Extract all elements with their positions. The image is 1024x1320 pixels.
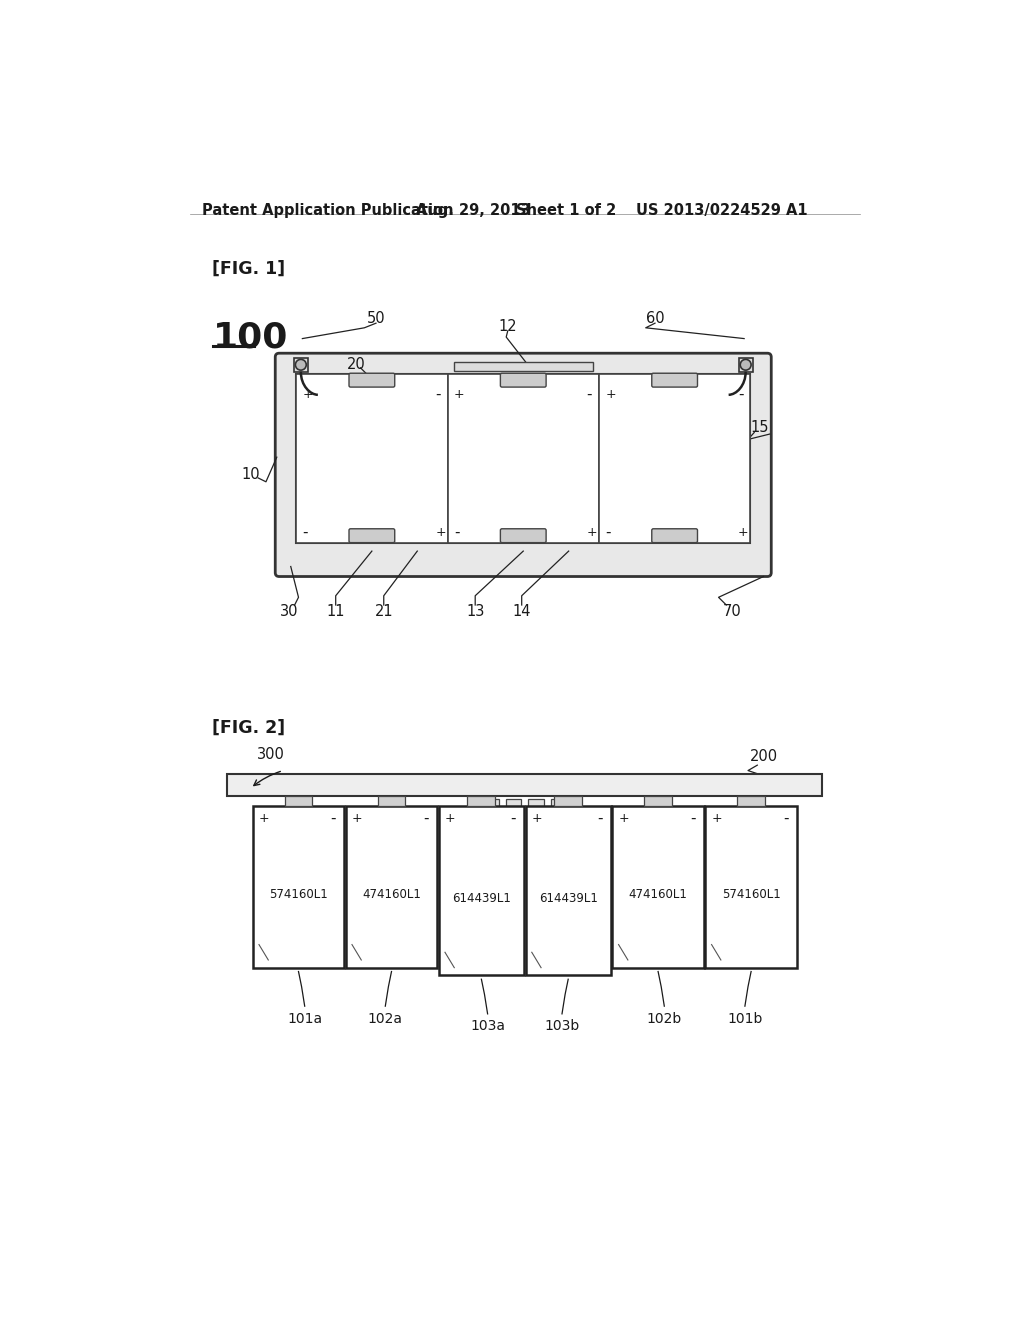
Text: -: - [605, 525, 610, 540]
FancyBboxPatch shape [501, 529, 546, 543]
Text: -: - [423, 810, 429, 826]
Bar [467, 796, 496, 807]
Bar [644, 796, 672, 807]
Text: +: + [531, 812, 543, 825]
Bar [253, 807, 344, 968]
Text: 11: 11 [327, 603, 345, 619]
Text: 474160L1: 474160L1 [362, 888, 421, 902]
Bar [447, 374, 599, 544]
Text: 200: 200 [750, 748, 777, 763]
Bar [599, 374, 751, 544]
Text: 15: 15 [751, 420, 769, 436]
Circle shape [295, 359, 306, 370]
Text: -: - [454, 525, 459, 540]
Text: [FIG. 2]: [FIG. 2] [212, 719, 285, 737]
Text: -: - [435, 387, 440, 401]
Bar [737, 796, 765, 807]
Bar [296, 374, 447, 544]
Text: 30: 30 [280, 603, 298, 619]
Bar [227, 775, 822, 796]
Text: 474160L1: 474160L1 [629, 888, 687, 902]
Text: [FIG. 1]: [FIG. 1] [212, 260, 285, 279]
Bar [483, 799, 499, 810]
FancyBboxPatch shape [275, 354, 771, 577]
Text: +: + [587, 527, 597, 539]
Text: US 2013/0224529 A1: US 2013/0224529 A1 [636, 203, 807, 218]
Bar [378, 796, 406, 807]
FancyBboxPatch shape [651, 529, 697, 543]
Text: 70: 70 [723, 603, 741, 619]
Text: -: - [587, 387, 592, 401]
Text: -: - [302, 525, 308, 540]
Text: 101a: 101a [287, 1011, 323, 1026]
Bar [454, 362, 593, 371]
Text: -: - [783, 810, 788, 826]
Text: +: + [738, 527, 749, 539]
Circle shape [740, 359, 751, 370]
FancyBboxPatch shape [501, 374, 546, 387]
Bar [554, 796, 583, 807]
Bar [285, 796, 312, 807]
Text: 12: 12 [499, 318, 517, 334]
Text: +: + [454, 388, 464, 400]
Bar [528, 799, 544, 810]
Text: 13: 13 [466, 603, 484, 619]
Text: 614439L1: 614439L1 [452, 892, 511, 906]
FancyBboxPatch shape [651, 374, 697, 387]
Bar [506, 799, 521, 810]
Bar [438, 807, 524, 975]
Text: 614439L1: 614439L1 [539, 892, 598, 906]
Text: -: - [510, 810, 515, 826]
Text: 60: 60 [646, 312, 665, 326]
Text: 574160L1: 574160L1 [722, 888, 780, 902]
Text: 14: 14 [512, 603, 531, 619]
Bar [294, 358, 308, 372]
Text: 102a: 102a [368, 1011, 402, 1026]
Text: 103a: 103a [470, 1019, 505, 1034]
Text: 574160L1: 574160L1 [269, 888, 328, 902]
Text: 101b: 101b [727, 1011, 763, 1026]
Text: -: - [738, 387, 743, 401]
Text: 21: 21 [375, 603, 393, 619]
Bar [706, 807, 797, 968]
Text: Aug. 29, 2013: Aug. 29, 2013 [417, 203, 531, 218]
Text: -: - [331, 810, 336, 826]
Text: 20: 20 [346, 358, 366, 372]
Bar [612, 807, 703, 968]
Text: 35: 35 [723, 378, 741, 392]
Bar [525, 807, 611, 975]
Bar [346, 807, 437, 968]
Text: 50: 50 [367, 312, 385, 326]
FancyBboxPatch shape [349, 374, 394, 387]
Text: 10: 10 [241, 466, 260, 482]
Text: 103b: 103b [545, 1019, 580, 1034]
Text: -: - [690, 810, 695, 826]
Text: +: + [445, 812, 456, 825]
Text: Sheet 1 of 2: Sheet 1 of 2 [515, 203, 615, 218]
Text: 100: 100 [213, 321, 289, 354]
Text: +: + [605, 388, 615, 400]
Bar [738, 358, 753, 372]
Text: +: + [259, 812, 269, 825]
Text: 102b: 102b [647, 1011, 682, 1026]
Text: +: + [302, 388, 313, 400]
Text: -: - [597, 810, 602, 826]
Text: 300: 300 [257, 747, 286, 762]
Text: +: + [618, 812, 629, 825]
Text: +: + [352, 812, 362, 825]
Bar [551, 799, 566, 810]
Bar [296, 374, 751, 544]
Text: +: + [712, 812, 722, 825]
Text: +: + [435, 527, 445, 539]
FancyBboxPatch shape [349, 529, 394, 543]
Text: Patent Application Publication: Patent Application Publication [202, 203, 454, 218]
